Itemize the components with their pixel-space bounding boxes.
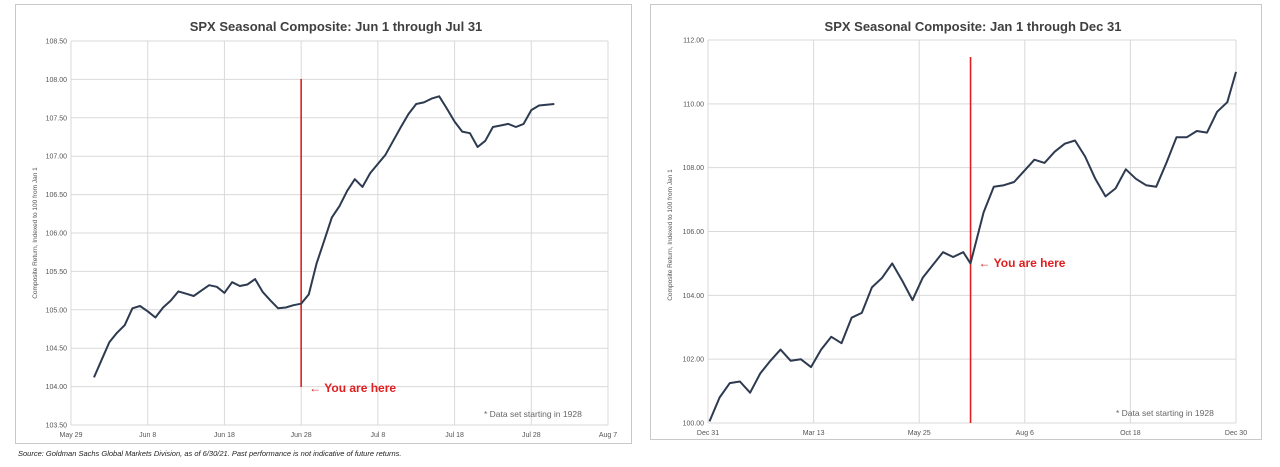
you-are-here-label: ← You are here xyxy=(309,381,396,395)
chart-panel-full-year: SPX Seasonal Composite: Jan 1 through De… xyxy=(650,4,1262,440)
chart-title: SPX Seasonal Composite: Jun 1 through Ju… xyxy=(190,19,483,34)
data-note: * Data set starting in 1928 xyxy=(1116,408,1214,418)
x-tick-label: May 29 xyxy=(60,432,83,439)
x-tick-label: Jul 18 xyxy=(445,432,464,439)
x-tick-label: Jul 8 xyxy=(370,432,385,439)
you-are-here-label: ← You are here xyxy=(979,256,1066,270)
source-note: Source: Goldman Sachs Global Markets Div… xyxy=(18,449,402,458)
y-axis-label: Composite Return, Indexed to 100 from Ja… xyxy=(667,169,674,301)
x-tick-label: Jun 28 xyxy=(291,432,312,439)
chart-june-july: SPX Seasonal Composite: Jun 1 through Ju… xyxy=(32,19,617,439)
x-tick-label: Dec 30 xyxy=(1225,430,1247,437)
y-axis-label: Composite Return, Indexed to 100 from Ja… xyxy=(32,167,39,299)
y-tick-label: 104.00 xyxy=(46,384,68,391)
x-tick-label: Aug 7 xyxy=(599,432,617,439)
series-line xyxy=(93,95,555,378)
y-tick-label: 106.50 xyxy=(46,192,68,199)
y-tick-label: 104.50 xyxy=(46,346,68,353)
y-tick-label: 105.50 xyxy=(46,269,68,276)
x-tick-label: Jul 28 xyxy=(522,432,541,439)
y-tick-label: 103.50 xyxy=(46,423,68,430)
y-tick-label: 108.00 xyxy=(46,77,68,84)
y-tick-label: 107.50 xyxy=(46,115,68,122)
x-tick-label: Jun 18 xyxy=(214,432,235,439)
y-tick-label: 107.00 xyxy=(46,154,68,161)
x-tick-label: Mar 13 xyxy=(803,430,825,437)
x-tick-label: Oct 18 xyxy=(1120,430,1141,437)
y-tick-label: 102.00 xyxy=(683,357,705,364)
x-tick-label: Aug 6 xyxy=(1016,430,1034,437)
y-tick-label: 108.00 xyxy=(683,165,705,172)
x-tick-label: Jun 8 xyxy=(139,432,156,439)
y-tick-label: 104.00 xyxy=(683,293,705,300)
y-tick-label: 106.00 xyxy=(46,231,68,238)
chart-panel-june-july: SPX Seasonal Composite: Jun 1 through Ju… xyxy=(15,4,632,444)
x-tick-label: Dec 31 xyxy=(697,430,719,437)
chart-full-year: SPX Seasonal Composite: Jan 1 through De… xyxy=(667,19,1247,437)
x-tick-label: May 25 xyxy=(908,430,931,437)
series-line xyxy=(708,71,1237,422)
y-tick-label: 100.00 xyxy=(683,421,705,428)
y-tick-label: 110.00 xyxy=(683,101,704,108)
data-note: * Data set starting in 1928 xyxy=(484,409,582,419)
y-tick-label: 105.00 xyxy=(46,307,68,314)
y-tick-label: 112.00 xyxy=(683,38,704,45)
y-tick-label: 106.00 xyxy=(683,229,705,236)
y-tick-label: 108.50 xyxy=(46,39,68,46)
chart-title: SPX Seasonal Composite: Jan 1 through De… xyxy=(825,19,1122,34)
